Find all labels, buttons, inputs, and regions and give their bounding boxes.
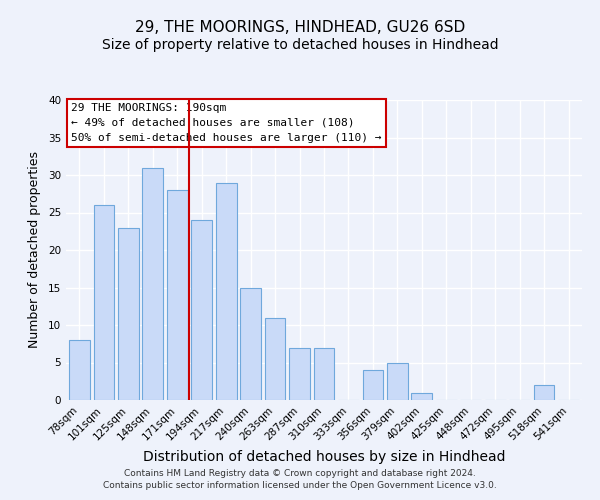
Bar	[118, 228, 139, 400]
Bar	[69, 340, 90, 400]
Bar	[534, 385, 554, 400]
Text: 29 THE MOORINGS: 190sqm
← 49% of detached houses are smaller (108)
50% of semi-d: 29 THE MOORINGS: 190sqm ← 49% of detache…	[71, 103, 382, 142]
Bar	[191, 220, 212, 400]
Bar	[142, 168, 163, 400]
Bar	[216, 182, 236, 400]
Bar	[289, 348, 310, 400]
Bar	[265, 318, 286, 400]
Text: Size of property relative to detached houses in Hindhead: Size of property relative to detached ho…	[101, 38, 499, 52]
Bar	[362, 370, 383, 400]
Bar	[314, 348, 334, 400]
Text: Contains HM Land Registry data © Crown copyright and database right 2024.: Contains HM Land Registry data © Crown c…	[124, 468, 476, 477]
Text: 29, THE MOORINGS, HINDHEAD, GU26 6SD: 29, THE MOORINGS, HINDHEAD, GU26 6SD	[135, 20, 465, 35]
Text: Contains public sector information licensed under the Open Government Licence v3: Contains public sector information licen…	[103, 481, 497, 490]
Y-axis label: Number of detached properties: Number of detached properties	[28, 152, 41, 348]
Bar	[412, 392, 432, 400]
Bar	[167, 190, 188, 400]
Bar	[240, 288, 261, 400]
Bar	[94, 205, 114, 400]
X-axis label: Distribution of detached houses by size in Hindhead: Distribution of detached houses by size …	[143, 450, 505, 464]
Bar	[387, 362, 408, 400]
